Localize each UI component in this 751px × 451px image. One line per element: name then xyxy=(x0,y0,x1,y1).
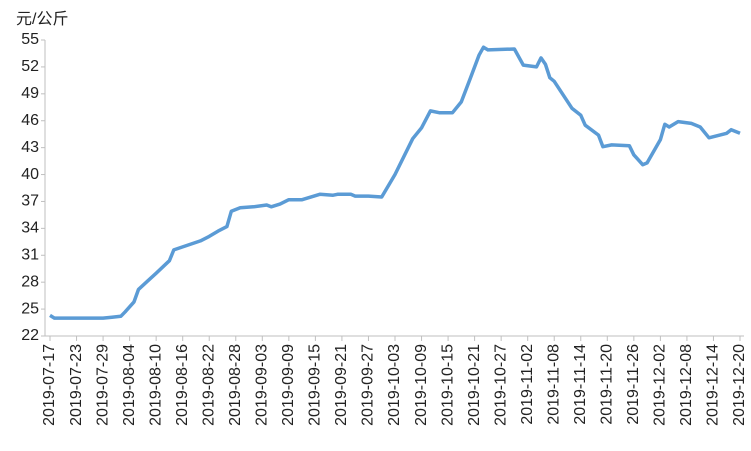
y-tick-label: 22 xyxy=(21,327,39,344)
x-tick-label: 2019-09-15 xyxy=(307,344,324,426)
x-tick-label: 2019-09-21 xyxy=(333,344,350,426)
x-tick-label: 2019-07-29 xyxy=(94,344,111,426)
y-tick-label: 25 xyxy=(21,300,39,317)
x-tick-label: 2019-08-16 xyxy=(174,344,191,426)
x-tick-label: 2019-07-23 xyxy=(68,344,85,426)
y-tick-label: 31 xyxy=(21,246,39,263)
x-tick-label: 2019-09-03 xyxy=(254,344,271,426)
y-tick-label: 28 xyxy=(21,273,39,290)
x-tick-label: 2019-12-02 xyxy=(652,344,669,426)
x-tick-label: 2019-11-20 xyxy=(599,344,616,425)
x-tick-label: 2019-11-26 xyxy=(625,344,642,425)
y-tick-label: 52 xyxy=(21,58,39,75)
y-tick-label: 55 xyxy=(21,31,39,48)
x-tick-label: 2019-10-03 xyxy=(386,344,403,426)
x-tick-label: 2019-11-14 xyxy=(572,344,589,425)
x-tick-label: 2019-09-09 xyxy=(280,344,297,426)
y-tick-label: 37 xyxy=(21,193,39,210)
x-tick-label: 2019-08-10 xyxy=(147,344,164,426)
x-tick-label: 2019-12-20 xyxy=(731,344,748,426)
y-tick-label: 40 xyxy=(21,166,39,183)
x-tick-label: 2019-08-04 xyxy=(121,344,138,426)
x-tick-label: 2019-12-14 xyxy=(705,344,722,426)
x-tick-label: 2019-10-27 xyxy=(492,344,509,426)
y-tick-label: 46 xyxy=(21,112,39,129)
x-tick-label: 2019-08-22 xyxy=(200,344,217,426)
y-tick-label: 43 xyxy=(21,139,39,156)
x-tick-label: 2019-10-15 xyxy=(439,344,456,426)
y-axis-label: 元/公斤 xyxy=(16,10,68,28)
x-tick-label: 2019-09-27 xyxy=(360,344,377,426)
x-tick-label: 2019-08-28 xyxy=(227,344,244,426)
data-line xyxy=(49,45,741,320)
x-tick-label: 2019-11-02 xyxy=(519,344,536,425)
y-tick-label: 49 xyxy=(21,85,39,102)
x-tick-label: 2019-07-17 xyxy=(41,344,58,426)
x-tick-label: 2019-10-09 xyxy=(413,344,430,426)
x-tick-label: 2019-10-21 xyxy=(466,344,483,426)
x-tick-label: 2019-11-08 xyxy=(545,344,562,425)
x-tick-label: 2019-12-08 xyxy=(678,344,695,426)
y-tick-label: 34 xyxy=(21,220,39,237)
